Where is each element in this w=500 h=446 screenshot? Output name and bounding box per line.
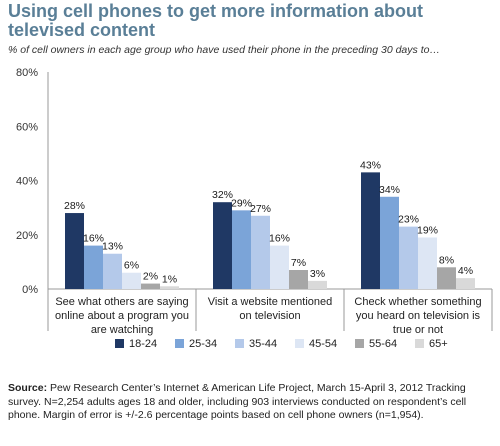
data-label: 8% [439, 254, 454, 266]
legend-label: 55-64 [369, 338, 397, 350]
data-label: 4% [458, 265, 473, 277]
bar [361, 172, 380, 289]
bar [437, 267, 456, 289]
data-label: 43% [360, 159, 381, 171]
data-label: 1% [162, 273, 177, 285]
bar [308, 281, 327, 289]
legend-swatch [295, 339, 304, 348]
category-label: are watching [91, 324, 153, 336]
bar [456, 278, 475, 289]
bar [141, 284, 160, 289]
bar [213, 202, 232, 289]
bar [270, 246, 289, 289]
bar-chart: 0% 20% 40% 60% 80% 28% 32% 43% 16% 29% 34% 13% 27% 23… [0, 60, 500, 382]
source-text: Pew Research Center’s Internet & America… [8, 382, 466, 421]
y-tick-label: 60% [16, 121, 38, 133]
bar [84, 246, 103, 289]
y-tick-label: 20% [16, 230, 38, 242]
data-label: 29% [231, 197, 252, 209]
data-label: 16% [83, 233, 104, 245]
chart-subtitle: % of cell owners in each age group who h… [8, 44, 494, 57]
y-tick-label: 40% [16, 176, 38, 188]
bar [251, 216, 270, 289]
data-label: 32% [212, 189, 233, 201]
category-label: online about a program you [55, 310, 189, 322]
category-label: true or not [393, 324, 443, 336]
bar [289, 270, 308, 289]
data-label: 13% [102, 241, 123, 253]
legend-swatch [115, 339, 124, 348]
data-label: 6% [124, 260, 139, 272]
legend-label: 65+ [429, 338, 448, 350]
data-label: 3% [310, 268, 325, 280]
legend-swatch [355, 339, 364, 348]
chart-title: Using cell phones to get more informatio… [8, 2, 492, 40]
legend-swatch [175, 339, 184, 348]
bar [418, 237, 437, 289]
bar [65, 213, 84, 289]
category-label: Check whether something [354, 296, 481, 308]
source-note: Source: Pew Research Center’s Internet &… [8, 382, 494, 423]
category-label: Visit a website mentioned [208, 296, 333, 308]
data-label: 19% [417, 224, 438, 236]
y-tick-label: 0% [22, 284, 38, 296]
bar [103, 254, 122, 289]
y-tick-label: 80% [16, 67, 38, 79]
data-label: 23% [398, 214, 419, 226]
legend-label: 25-34 [189, 338, 217, 350]
legend-label: 45-54 [309, 338, 337, 350]
data-label: 34% [379, 184, 400, 196]
data-label: 7% [291, 257, 306, 269]
bar [160, 286, 179, 289]
category-label: on television [239, 310, 300, 322]
data-label: 27% [250, 203, 271, 215]
bar [232, 210, 251, 289]
legend-label: 35-44 [249, 338, 277, 350]
data-label: 28% [64, 200, 85, 212]
bar [122, 273, 141, 289]
data-label: 2% [143, 271, 158, 283]
legend-label: 18-24 [129, 338, 157, 350]
bar [380, 197, 399, 289]
category-label: you heard on television is [356, 310, 481, 322]
legend-swatch [415, 339, 424, 348]
category-label: See what others are saying [55, 296, 188, 308]
data-label: 16% [269, 233, 290, 245]
source-label: Source: [8, 382, 47, 394]
bar [399, 227, 418, 289]
legend-swatch [235, 339, 244, 348]
